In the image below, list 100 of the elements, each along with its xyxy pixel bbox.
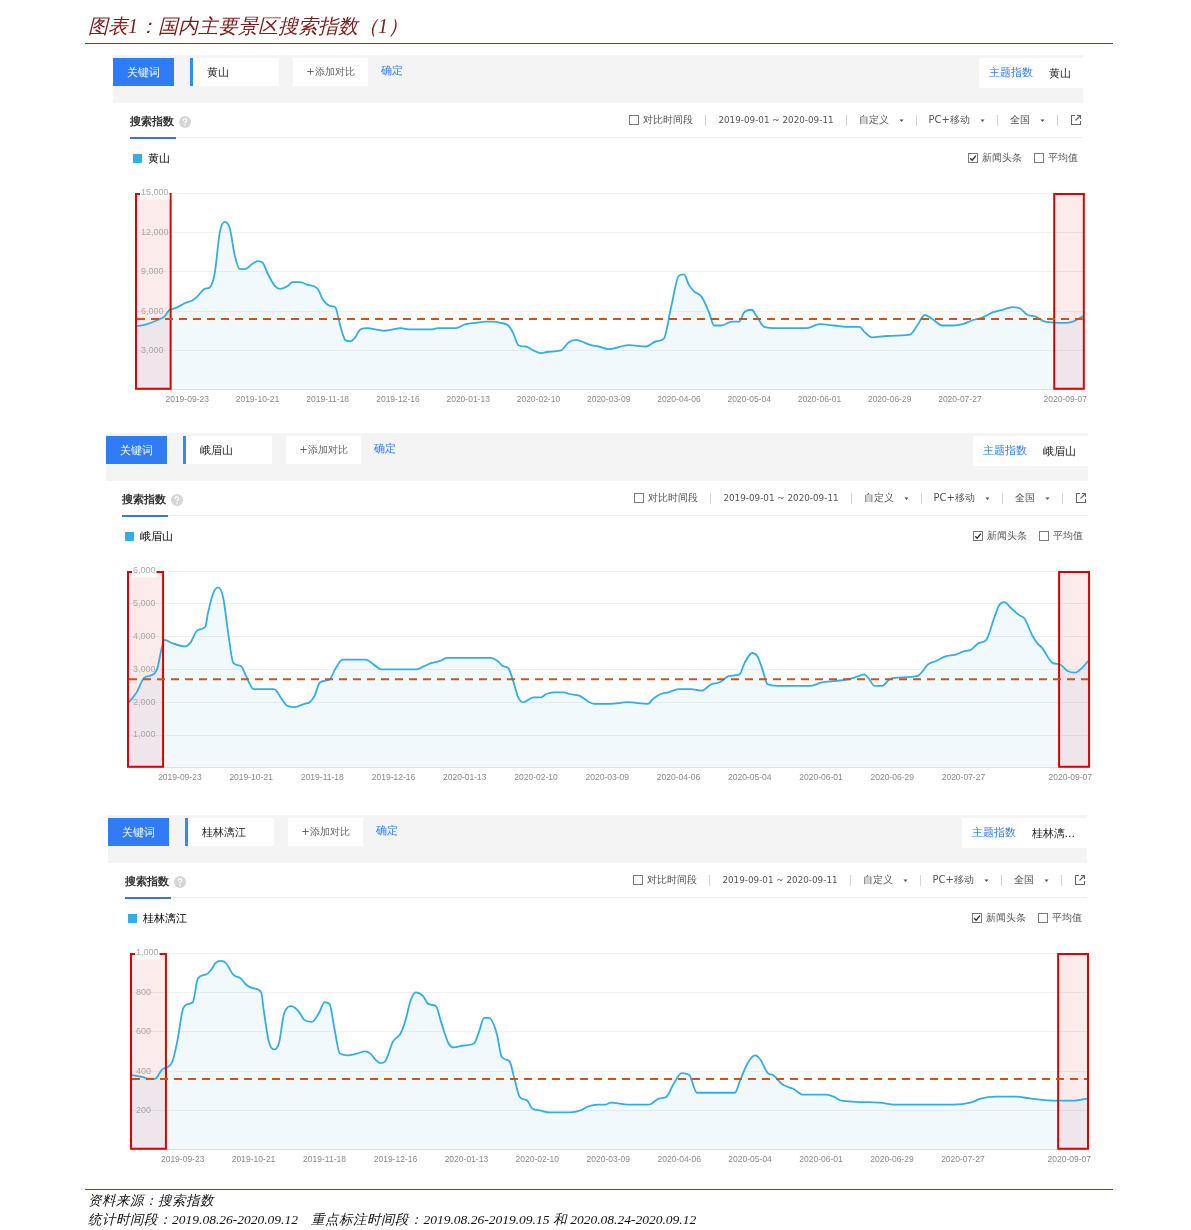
legend-label: 峨眉山 xyxy=(139,529,173,542)
compare-button: +添加对比 xyxy=(288,818,363,846)
text: 新闻头条 xyxy=(982,151,1022,165)
y-tick-label: 12,000 xyxy=(141,226,169,237)
x-tick-label: 2019-12-16 xyxy=(373,1154,418,1165)
x-tick-label: 2020-03-09 xyxy=(586,394,631,405)
x-tick-label: 2020-06-29 xyxy=(870,1154,914,1165)
x-tick-label: 2019-10-21 xyxy=(229,772,274,783)
search-field: 黄山 xyxy=(190,58,279,86)
y-tick-label: 2,000 xyxy=(133,696,156,707)
text: 2019-09-01 ~ 2020-09-11 xyxy=(723,493,839,503)
x-tick-label: 2020-03-09 xyxy=(585,772,630,783)
x-tick-label: 2019-10-21 xyxy=(231,1154,276,1165)
y-tick-label: 5,000 xyxy=(133,598,156,609)
legend-label: 黄山 xyxy=(147,151,170,164)
x-tick-label: 2020-04-06 xyxy=(656,772,701,783)
x-tick-label: 2020-02-10 xyxy=(516,394,561,405)
x-tick-label: 2020-09-07 xyxy=(1047,1154,1092,1165)
text: 资料来源：搜索指数 xyxy=(88,1192,216,1210)
x-tick-label: 2020-04-06 xyxy=(657,394,701,405)
text: 全国 xyxy=(1010,113,1030,127)
topic-tab: 主题指数 桂林漓... xyxy=(961,818,1087,848)
keyword-button: 关键词 xyxy=(113,58,174,86)
y-tick-label: 400 xyxy=(136,1065,152,1076)
x-tick-label: 2020-07-27 xyxy=(941,772,986,783)
text: 统计时间段：2019.08.26-2020.09.12 重点标注时间段：2019.08.26-2019.09.15 和 2020.08.24-2020.09.12 xyxy=(88,1211,698,1229)
text: 平均值 xyxy=(1048,151,1078,165)
x-tick-label: 2019-09-23 xyxy=(160,1154,205,1165)
y-tick-label: 200 xyxy=(136,1104,152,1115)
text: 新闻头条 xyxy=(986,911,1026,925)
x-tick-label: 2019-10-21 xyxy=(235,394,280,405)
compare-button: +添加对比 xyxy=(286,436,361,464)
y-tick-label: 6,000 xyxy=(141,305,164,316)
y-tick-label: 3,000 xyxy=(133,663,156,674)
search-field: 峨眉山 xyxy=(183,436,272,464)
x-tick-label: 2020-06-29 xyxy=(867,394,912,405)
search-field: 桂林漓江 xyxy=(185,818,274,846)
x-tick-label: 2020-06-01 xyxy=(799,1154,844,1165)
x-tick-label: 2020-05-04 xyxy=(727,772,772,783)
text: PC+移动 xyxy=(933,491,975,505)
y-tick-label: 15,000 xyxy=(141,187,169,198)
text: 全国 xyxy=(1014,873,1034,887)
y-tick-label: 9,000 xyxy=(141,266,164,277)
x-tick-label: 2019-09-23 xyxy=(165,394,210,405)
x-tick-label: 2020-01-13 xyxy=(443,772,487,783)
x-tick-label: 2020-07-27 xyxy=(938,394,982,405)
y-tick-label: 4,000 xyxy=(133,631,156,642)
x-tick-label: 2020-07-27 xyxy=(941,1154,985,1165)
x-tick-label: 2019-12-16 xyxy=(376,394,420,405)
topic-tab: 主题指数 黄山 xyxy=(979,58,1083,88)
chart-title: 搜索指数 xyxy=(130,114,174,129)
x-tick-label: 2020-06-01 xyxy=(799,772,843,783)
text: 自定义 xyxy=(858,113,889,127)
legend-label: 桂林漓江 xyxy=(141,911,187,924)
keyword-button: 关键词 xyxy=(106,436,167,464)
x-tick-label: 2019-09-23 xyxy=(158,772,202,783)
text: 确定 xyxy=(381,62,403,78)
compare-button: +添加对比 xyxy=(293,58,368,86)
text: 新闻头条 xyxy=(987,529,1027,543)
x-tick-label: 2020-03-09 xyxy=(586,1154,631,1165)
y-tick-label: 6,000 xyxy=(133,565,156,576)
x-tick-label: 2019-12-16 xyxy=(371,772,416,783)
text: 平均值 xyxy=(1052,911,1082,925)
x-tick-label: 2020-09-07 xyxy=(1048,772,1093,783)
text: 自定义 xyxy=(862,873,893,887)
text: 确定 xyxy=(374,440,396,456)
chart-title: 搜索指数 xyxy=(125,874,169,889)
x-tick-label: 2020-06-29 xyxy=(870,772,915,783)
text: 2019-09-01 ~ 2020-09-11 xyxy=(718,115,834,125)
text: 2019-09-01 ~ 2020-09-11 xyxy=(722,875,838,885)
y-tick-label: 800 xyxy=(136,986,152,997)
x-tick-label: 2020-05-04 xyxy=(727,394,772,405)
text: PC+移动 xyxy=(928,113,970,127)
y-tick-label: 3,000 xyxy=(141,344,164,355)
text: 平均值 xyxy=(1053,529,1083,543)
x-tick-label: 2019-11-18 xyxy=(300,772,345,783)
text: 全国 xyxy=(1015,491,1035,505)
x-tick-label: 2019-11-18 xyxy=(306,394,350,405)
x-tick-label: 2020-01-13 xyxy=(444,1154,489,1165)
x-tick-label: 2020-05-04 xyxy=(728,1154,773,1165)
keyword-button: 关键词 xyxy=(108,818,169,846)
topic-tab: 主题指数 峨眉山 xyxy=(973,436,1088,466)
x-tick-label: 2020-04-06 xyxy=(657,1154,702,1165)
text: 对比时间段 xyxy=(647,873,698,887)
x-tick-label: 2020-02-10 xyxy=(515,1154,560,1165)
x-tick-label: 2020-09-07 xyxy=(1043,394,1088,405)
y-tick-label: 1,000 xyxy=(136,947,159,958)
text: 对比时间段 xyxy=(648,491,699,505)
text: PC+移动 xyxy=(932,873,974,887)
x-tick-label: 2019-11-18 xyxy=(303,1154,347,1165)
y-tick-label: 1,000 xyxy=(133,729,156,740)
y-tick-label: 600 xyxy=(136,1026,152,1037)
chart-title: 搜索指数 xyxy=(122,492,166,507)
x-tick-label: 2020-06-01 xyxy=(797,394,842,405)
text: 对比时间段 xyxy=(643,113,694,127)
text: 确定 xyxy=(376,822,398,838)
x-tick-label: 2020-01-13 xyxy=(446,394,491,405)
text: 图表1：国内主要景区搜索指数（1） xyxy=(88,15,408,37)
x-tick-label: 2020-02-10 xyxy=(514,772,559,783)
text: 自定义 xyxy=(863,491,894,505)
